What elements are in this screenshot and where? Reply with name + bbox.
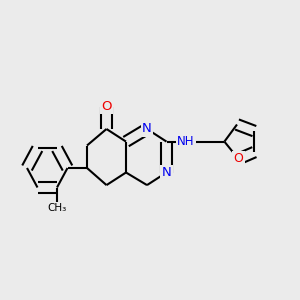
- Text: N: N: [142, 122, 152, 136]
- Text: N: N: [162, 166, 171, 179]
- Text: CH₃: CH₃: [47, 202, 67, 213]
- Text: O: O: [234, 152, 243, 166]
- Text: NH: NH: [177, 135, 195, 148]
- Text: O: O: [101, 100, 112, 113]
